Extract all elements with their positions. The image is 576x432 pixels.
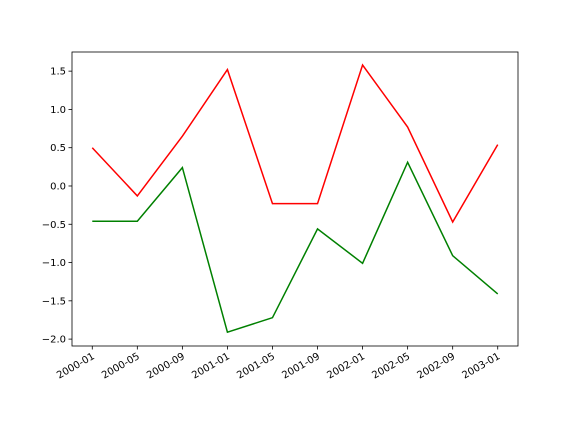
x-tick-label: 2000-09: [145, 351, 187, 381]
x-tick-label: 2003-01: [461, 351, 503, 381]
x-tick-label: 2002-05: [370, 351, 412, 381]
y-tick-label: 1.0: [50, 105, 66, 116]
x-tick-label: 2000-01: [55, 351, 97, 381]
y-tick-label: −1.5: [42, 296, 66, 307]
y-tick-label: −0.5: [42, 220, 66, 231]
x-tick-label: 2001-01: [190, 351, 232, 381]
y-tick-label: 0.5: [50, 143, 66, 154]
y-tick-label: 0.0: [50, 181, 66, 192]
series-line: [92, 160, 499, 334]
plot-frame: [71, 51, 519, 347]
x-tick-label: 2002-09: [415, 351, 457, 381]
series-line: [91, 63, 499, 224]
x-tick-label: 2001-09: [280, 351, 322, 381]
x-tick-label: 2000-05: [100, 351, 142, 381]
y-tick-label: 1.5: [50, 67, 66, 78]
x-tick-label: 2001-05: [235, 351, 277, 381]
x-tick-label: 2002-01: [325, 351, 367, 381]
y-tick-label: −2.0: [42, 335, 66, 346]
y-tick-label: −1.0: [42, 258, 66, 269]
